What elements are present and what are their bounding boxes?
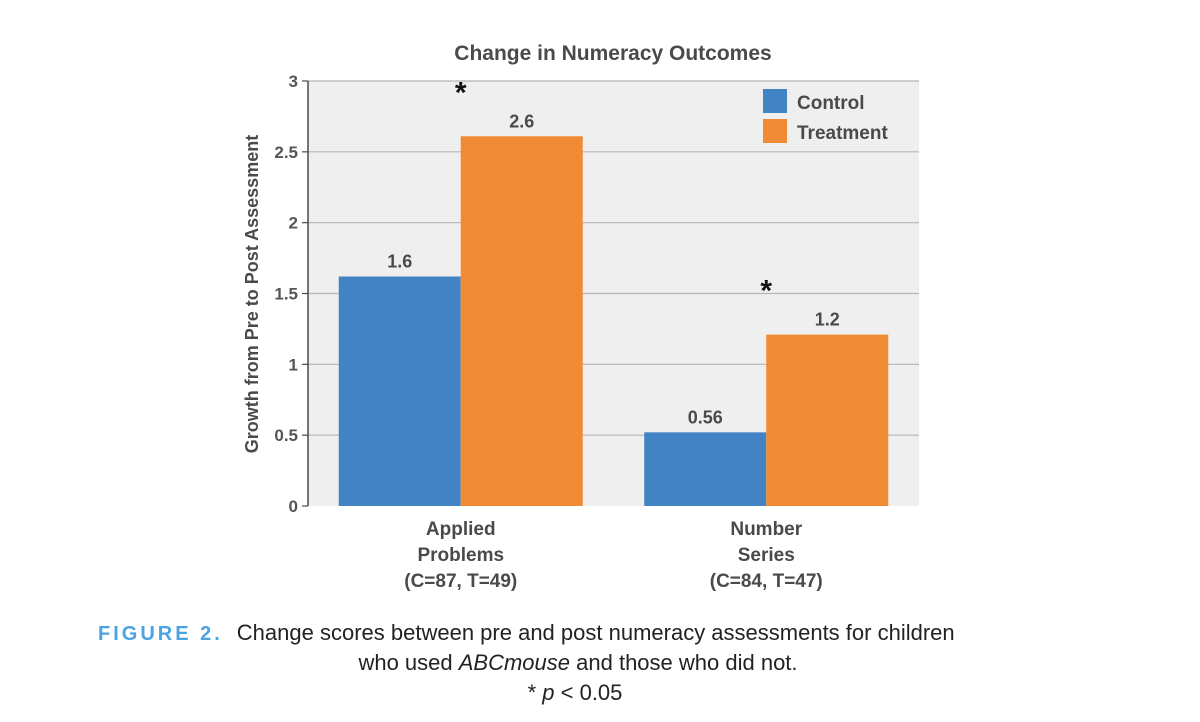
y-axis: 0 0.5 1 1.5 2 2.5 3 — [274, 72, 309, 516]
y-tick-label: 1 — [289, 355, 298, 374]
y-tick-label: 2.5 — [274, 143, 298, 162]
legend: Control Treatment — [763, 89, 888, 144]
data-label: 0.56 — [688, 407, 723, 427]
significance-star: * — [760, 275, 772, 308]
x-category-label: Applied — [426, 519, 496, 540]
bar-chart: Change in Numeracy Outcomes 1.62.6*0.561… — [242, 42, 919, 592]
significance-star: * — [455, 76, 467, 109]
y-tick-label: 0 — [289, 497, 298, 516]
note-star: * — [527, 680, 543, 705]
bar-treatment — [766, 334, 889, 506]
legend-swatch-treatment — [763, 119, 787, 143]
bar-treatment — [460, 136, 583, 506]
legend-label-treatment: Treatment — [797, 123, 888, 144]
bar-control — [338, 276, 461, 506]
legend-label-control: Control — [797, 93, 865, 114]
caption-line-2: who used ABCmouse and those who did not. — [0, 650, 1156, 676]
y-tick-label: 3 — [289, 72, 298, 91]
caption-text-2b: and those who did not. — [570, 650, 798, 675]
caption-line-1: FIGURE 2. Change scores between pre and p… — [98, 620, 955, 646]
bar-control — [644, 432, 767, 506]
x-category-label: Problems — [417, 545, 504, 566]
data-label: 1.2 — [815, 310, 840, 330]
y-tick-label: 0.5 — [274, 426, 298, 445]
caption-brand: ABCmouse — [458, 650, 571, 675]
x-axis-labels: Applied Problems (C=87, T=49) Number Series (… — [404, 519, 823, 592]
caption-text: Change scores between pre and post numer… — [236, 620, 955, 645]
data-label: 1.6 — [387, 252, 412, 272]
x-category-label: (C=87, T=49) — [404, 571, 517, 592]
data-label: 2.6 — [509, 111, 534, 131]
x-category-label: Number — [730, 519, 802, 540]
note-p: p — [542, 680, 555, 705]
caption-text-2a: who used — [358, 650, 459, 675]
x-category-label: (C=84, T=47) — [710, 571, 823, 592]
chart-title: Change in Numeracy Outcomes — [454, 42, 771, 65]
bars: 1.6 2.6 * 0.56 1.2 * — [338, 76, 889, 506]
significance-note: * p < 0.05 — [0, 680, 1150, 706]
y-tick-label: 2 — [289, 214, 298, 233]
y-axis-label: Growth from Pre to Post Assessment — [242, 135, 262, 453]
y-tick-label: 1.5 — [274, 285, 298, 304]
legend-swatch-control — [763, 89, 787, 113]
figure-label: FIGURE 2. — [98, 623, 223, 645]
x-category-label: Series — [738, 545, 795, 566]
note-threshold: < 0.05 — [554, 680, 623, 705]
